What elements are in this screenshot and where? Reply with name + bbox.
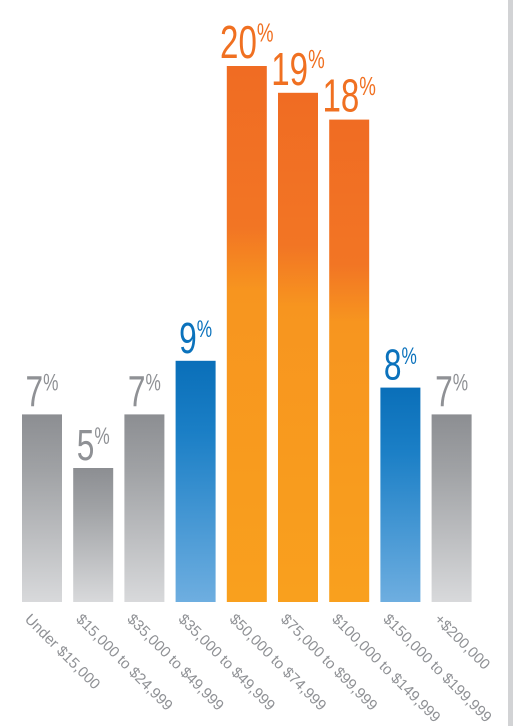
value-label-3: 7% xyxy=(128,367,161,416)
bar-8 xyxy=(380,387,421,602)
bar-1 xyxy=(22,414,62,602)
value-label-2: 5% xyxy=(77,421,110,470)
value-label-1: 7% xyxy=(26,367,59,416)
value-label-8: 8% xyxy=(384,341,417,390)
bar-4 xyxy=(175,360,216,602)
percent-sign: % xyxy=(197,316,212,342)
percent-sign: % xyxy=(257,17,274,47)
percent-sign: % xyxy=(94,424,109,450)
bar-2 xyxy=(73,468,114,602)
value-label-5: 20% xyxy=(220,17,273,68)
value-number: 9 xyxy=(179,314,197,363)
value-number: 7 xyxy=(435,367,453,416)
category-label-5: $50,000 to $74,999 xyxy=(226,611,329,714)
value-number: 5 xyxy=(77,421,95,470)
bar-5 xyxy=(226,66,267,602)
value-number: 18 xyxy=(322,71,359,121)
value-labels-layer: 7%5%7%9%20%19%18%8%7% xyxy=(26,17,469,470)
percent-sign: % xyxy=(43,370,58,396)
bar-3 xyxy=(124,414,165,602)
category-label-4: $35,000 to $49,999 xyxy=(175,611,278,714)
value-label-6: 19% xyxy=(271,44,324,95)
value-number: 19 xyxy=(271,45,308,95)
value-number: 8 xyxy=(384,341,402,390)
percent-sign: % xyxy=(402,343,417,369)
value-label-9: 7% xyxy=(435,367,468,416)
category-label-3: $35,000 to $49,999 xyxy=(124,611,227,714)
bars-layer xyxy=(22,66,472,603)
percent-sign: % xyxy=(453,370,468,396)
bar-7 xyxy=(329,119,370,602)
right-edge-rule xyxy=(508,0,513,726)
value-number: 7 xyxy=(26,367,44,416)
percent-sign: % xyxy=(146,370,161,396)
bar-6 xyxy=(278,92,318,603)
bar-9 xyxy=(431,414,472,602)
value-number: 20 xyxy=(220,18,257,68)
value-label-4: 9% xyxy=(179,314,212,363)
percent-sign: % xyxy=(359,71,376,101)
category-label-2: $15,000 to $24,999 xyxy=(72,611,175,714)
value-label-7: 18% xyxy=(322,71,375,122)
category-labels-layer: Under $15,000$15,000 to $24,999$35,000 t… xyxy=(21,611,495,726)
value-number: 7 xyxy=(128,367,146,416)
percent-sign: % xyxy=(308,44,325,74)
category-label-6: $75,000 to $99,999 xyxy=(277,611,380,714)
